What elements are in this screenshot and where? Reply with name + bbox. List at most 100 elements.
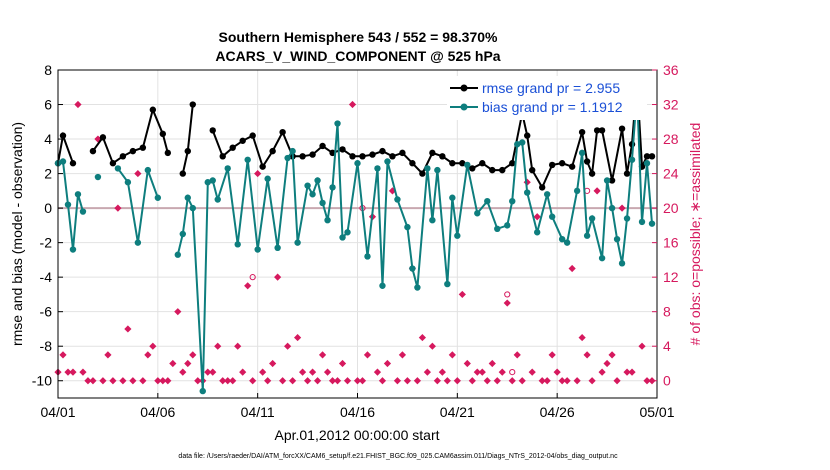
bias-data-point (189, 204, 196, 212)
bias-data-point (234, 241, 241, 248)
y-tick-label: 8 (44, 62, 52, 78)
legend-box (447, 76, 647, 120)
rmse-data-point (489, 166, 496, 174)
obs-assimilated-marker (563, 377, 571, 385)
obs-assimilated-marker (553, 368, 561, 376)
obs-possible-marker (509, 369, 516, 376)
y-tick-label: 0 (44, 200, 52, 216)
bias-data-point (304, 182, 311, 189)
rmse-data-point (159, 130, 167, 138)
rmse-data-point (459, 160, 466, 167)
bias-data-point (319, 199, 326, 207)
obs-assimilated-marker (483, 377, 491, 385)
rmse-data-point (608, 177, 616, 184)
obs-assimilated-marker (638, 342, 646, 350)
x-tick-label: 04/06 (140, 404, 175, 420)
y2-tick-label: 32 (663, 97, 679, 113)
rmse-data-point (269, 147, 276, 155)
bias-data-point (114, 165, 122, 172)
obs-assimilated-marker (264, 377, 272, 385)
y-tick-label: -4 (40, 269, 53, 285)
bias-data-point (608, 204, 616, 212)
bias-data-point (548, 213, 556, 220)
rmse-data-point (548, 161, 556, 169)
bias-data-point (374, 165, 381, 172)
obs-assimilated-marker (393, 377, 402, 385)
obs-assimilated-marker (433, 377, 441, 385)
obs-assimilated-marker (254, 169, 262, 178)
legend-bias-label: bias grand pr = 1.1912 (482, 99, 623, 115)
obs-assimilated-marker (503, 299, 511, 307)
y2-tick-label: 4 (663, 338, 671, 354)
bias-data-point (449, 194, 456, 201)
obs-assimilated-marker (428, 342, 436, 350)
bias-data-point (573, 187, 581, 195)
rmse-data-point (439, 153, 446, 160)
obs-assimilated-marker (353, 377, 362, 385)
obs-assimilated-marker (274, 273, 282, 281)
bias-data-point (329, 184, 336, 191)
obs-assimilated-marker (528, 368, 536, 376)
obs-assimilated-marker (573, 377, 581, 385)
x-tick-label: 04/26 (540, 404, 575, 420)
y2-tick-label: 24 (663, 166, 679, 182)
y-tick-label: -2 (40, 235, 53, 251)
bias-data-point (543, 191, 551, 198)
obs-assimilated-marker (289, 377, 297, 385)
y-tick-label: -10 (32, 373, 52, 389)
obs-assimilated-marker (294, 333, 302, 342)
obs-assimilated-marker (149, 342, 157, 350)
rmse-data-point (598, 127, 606, 134)
bias-data-point (324, 216, 331, 224)
obs-assimilated-marker (59, 351, 67, 359)
obs-assimilated-marker (468, 377, 476, 385)
bias-data-point (628, 156, 636, 163)
obs-assimilated-marker (588, 377, 596, 385)
rmse-data-point (129, 147, 137, 155)
bias-data-point (134, 239, 142, 246)
bias-data-point (534, 229, 541, 236)
rmse-data-point (299, 153, 306, 160)
rmse-data-point (449, 160, 456, 167)
rmse-data-point (349, 153, 356, 160)
obs-assimilated-marker (463, 359, 471, 368)
rmse-line-segment (57, 131, 74, 164)
y-tick-label: 2 (44, 166, 52, 182)
rmse-data-point (469, 165, 476, 172)
obs-assimilated-marker (558, 377, 566, 385)
rmse-data-point (538, 184, 546, 191)
rmse-data-point (399, 149, 406, 157)
rmse-data-point (164, 149, 172, 157)
bias-data-point (344, 229, 351, 236)
obs-assimilated-marker (623, 368, 631, 376)
bias-data-point (154, 194, 162, 201)
rmse-data-point (389, 153, 396, 160)
bias-data-point (648, 220, 656, 227)
y-tick-label: 6 (44, 97, 52, 113)
axis-ticks: 04/01 04/06 04/11 04/16 04/21 04/26 05/01 -10 -8… (32, 62, 679, 420)
rmse-data-point (219, 153, 226, 160)
obs-assimilated-marker (284, 342, 292, 350)
x-tick-label: 04/11 (241, 404, 275, 420)
bias-data-point (339, 234, 346, 241)
obs-assimilated-marker (194, 377, 202, 385)
bias-data-point (519, 139, 526, 146)
x-tick-label: 04/16 (340, 404, 375, 420)
obs-assimilated-marker (618, 204, 626, 212)
rmse-data-point (583, 158, 591, 165)
rmse-data-point (648, 153, 656, 160)
bias-data-point (618, 260, 626, 267)
obs-assimilated-marker (239, 368, 247, 376)
bias-data-point (314, 177, 321, 184)
obs-assimilated-marker (214, 342, 222, 350)
obs-assimilated-marker (224, 377, 232, 385)
bias-data-point (414, 284, 421, 291)
rmse-data-point (279, 128, 286, 136)
obs-assimilated-marker (308, 368, 317, 376)
x-tick-label: 04/01 (40, 404, 75, 420)
obs-assimilated-marker (523, 178, 531, 186)
obs-assimilated-marker (209, 368, 217, 376)
bias-data-point (464, 161, 471, 169)
obs-assimilated-marker (64, 368, 72, 376)
obs-assimilated-marker (508, 377, 516, 385)
